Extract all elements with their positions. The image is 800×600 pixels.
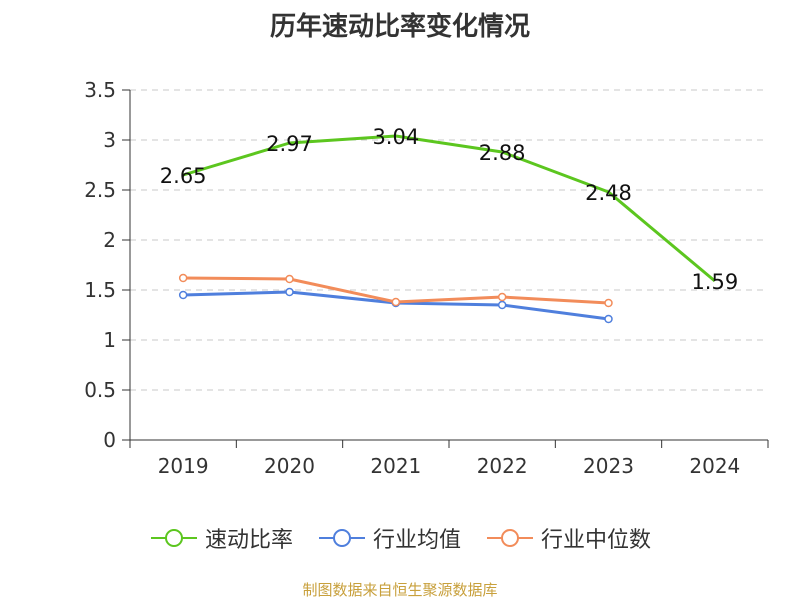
x-tick-label: 2023: [583, 454, 634, 478]
legend-label: 速动比率: [204, 528, 293, 553]
chart-title: 历年速动比率变化情况: [269, 12, 530, 42]
data-point: [285, 274, 294, 284]
data-label: 2.88: [479, 141, 526, 165]
data-point: [604, 314, 613, 324]
x-tick-label: 2021: [370, 454, 421, 478]
legend-swatch-icon: [487, 529, 533, 547]
legend-swatch-icon: [150, 529, 197, 547]
y-tick-label: 2.5: [84, 178, 116, 202]
x-tick-label: 2022: [477, 454, 528, 478]
legend-item-industry-mean[interactable]: 行业均值: [317, 522, 461, 554]
data-source-note: 制图数据来自恒生聚源数据库: [302, 581, 498, 599]
y-tick-label: 2: [103, 228, 116, 252]
data-point: [497, 300, 507, 310]
data-label: 2.65: [160, 164, 207, 188]
legend-item-industry-median[interactable]: 行业中位数: [485, 522, 651, 554]
data-label: 2.48: [585, 181, 632, 205]
y-tick-label: 1.5: [84, 278, 116, 302]
data-label: 2.97: [266, 132, 313, 156]
legend-label: 行业均值: [372, 528, 461, 553]
legend-label: 行业中位数: [541, 528, 652, 553]
x-tick-label: 2020: [264, 454, 315, 478]
series-line: [182, 134, 716, 283]
data-point: [285, 287, 294, 297]
data-point: [178, 290, 188, 300]
data-point: [497, 292, 507, 302]
x-tick-label: 2019: [158, 454, 209, 478]
y-tick-label: 3.5: [84, 78, 116, 102]
x-tick-label: 2024: [689, 454, 740, 478]
y-tick-label: 3: [103, 128, 116, 152]
data-point: [178, 273, 188, 283]
legend-item-quick-ratio[interactable]: 速动比率: [149, 522, 293, 554]
data-point: [604, 298, 613, 308]
data-label: 1.59: [691, 270, 738, 294]
chart-legend: 速动比率 行业均值 行业中位数: [0, 520, 800, 556]
y-tick-label: 1: [103, 328, 116, 352]
y-tick-label: 0: [103, 428, 116, 452]
data-point: [391, 297, 401, 307]
data-label: 3.04: [372, 125, 419, 149]
legend-swatch-icon: [318, 529, 365, 547]
y-tick-label: 0.5: [84, 378, 116, 402]
